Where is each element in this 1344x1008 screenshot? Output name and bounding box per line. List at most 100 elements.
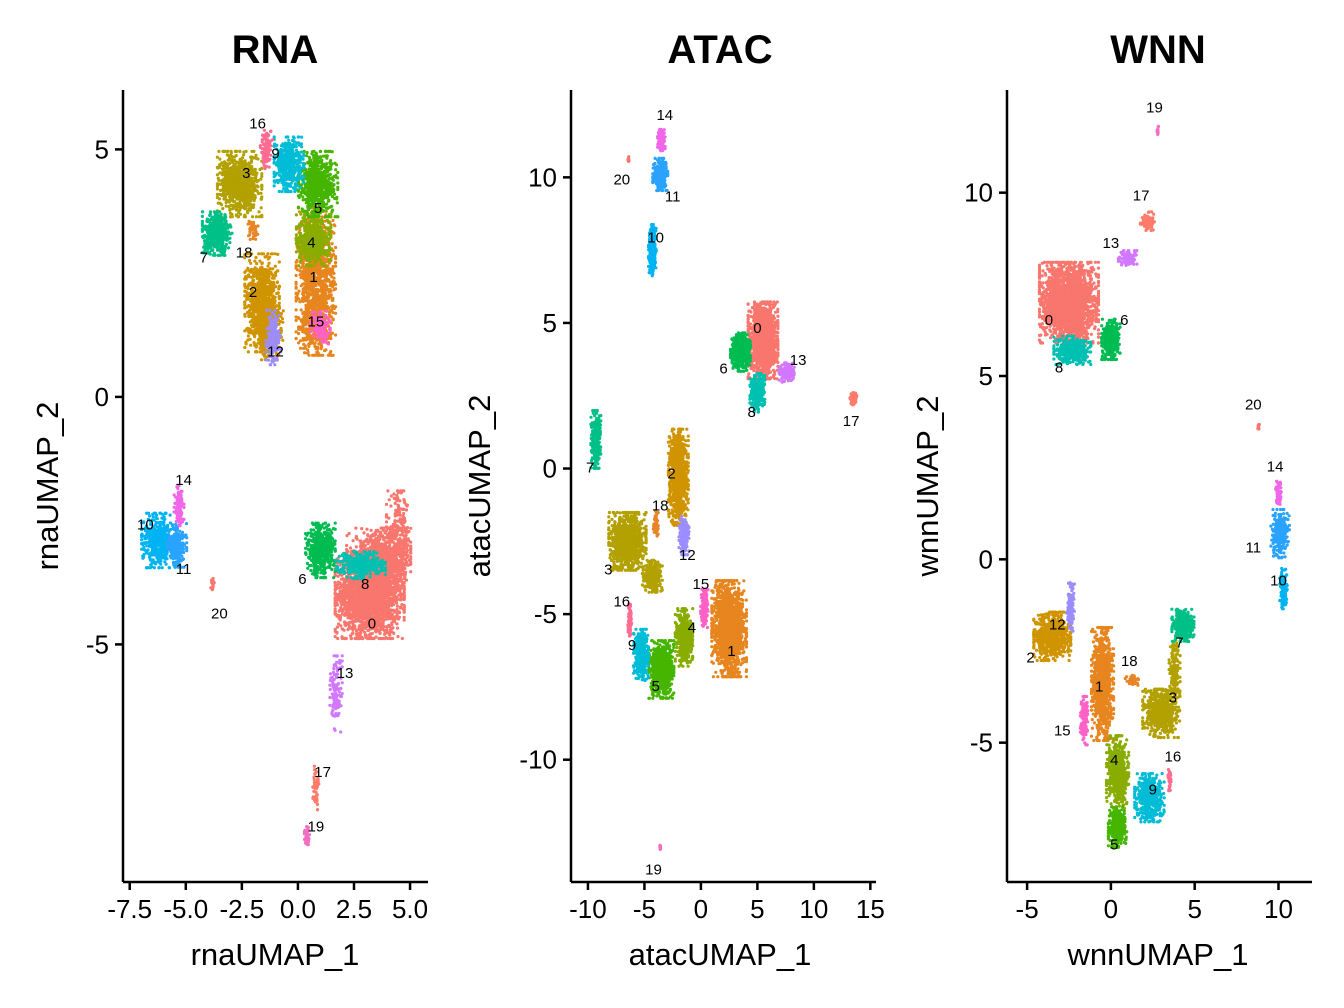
y-axis-title-rna: rnaUMAP_2 — [30, 402, 65, 571]
cluster-label-3: 3 — [604, 561, 612, 578]
x-tick-label: -5.0 — [163, 894, 208, 924]
cluster-label-4: 4 — [1110, 752, 1118, 769]
cluster-13-points — [777, 361, 796, 384]
cluster-9-points — [272, 135, 306, 194]
cluster-label-12: 12 — [679, 547, 696, 564]
x-axis-title-wnn: wnnUMAP_1 — [1067, 937, 1249, 972]
cluster-label-7: 7 — [200, 249, 208, 266]
cluster-label-2: 2 — [1026, 649, 1034, 666]
cluster-label-18: 18 — [1121, 653, 1138, 670]
cluster-label-19: 19 — [308, 818, 325, 835]
x-tick-label: 5 — [1187, 894, 1201, 924]
cluster-label-20: 20 — [211, 606, 228, 623]
cluster-label-5: 5 — [314, 200, 322, 217]
cluster-4-points — [294, 209, 333, 268]
cluster-label-19: 19 — [1146, 99, 1163, 116]
cluster-6-points — [304, 521, 337, 580]
cluster-3-points — [215, 149, 264, 219]
cluster-1-points — [710, 579, 749, 679]
cluster-label-0: 0 — [1045, 312, 1053, 329]
cluster-13-points — [328, 654, 344, 734]
cluster-5-points — [296, 149, 340, 219]
y-tick-label: 10 — [528, 162, 557, 192]
y-tick-label: -10 — [519, 745, 557, 775]
points-rna — [140, 128, 413, 847]
cluster-11-points — [1269, 507, 1291, 560]
y-tick-label: 0 — [543, 454, 557, 484]
cluster-label-12: 12 — [267, 343, 284, 360]
cluster-label-17: 17 — [843, 413, 860, 430]
cluster-15-points — [308, 309, 332, 346]
x-tick-label: 10 — [1264, 894, 1293, 924]
cluster-5-points — [647, 639, 676, 700]
panel-title-atac: ATAC — [667, 28, 772, 72]
cluster-14-points — [1274, 479, 1283, 506]
points-wnn — [1032, 124, 1291, 849]
cluster-label-4: 4 — [688, 620, 696, 637]
cluster-16-points — [258, 128, 275, 171]
cluster-18-points — [246, 219, 260, 241]
y-tick-label: -5 — [86, 629, 109, 659]
cluster-2-points — [1032, 610, 1073, 663]
cluster-label-3: 3 — [1169, 690, 1177, 707]
x-tick-label: -5 — [633, 894, 656, 924]
y-tick-label: 0 — [979, 544, 993, 574]
cluster-19-points — [658, 843, 663, 852]
x-tick-label: -2.5 — [219, 894, 264, 924]
cluster-label-8: 8 — [1055, 360, 1063, 377]
panel-atac: ATAC atacUMAP_1 atacUMAP_2 0123456789101… — [462, 28, 885, 972]
cluster-20-points — [209, 576, 216, 592]
y-axis-title-atac: atacUMAP_2 — [462, 395, 497, 578]
cluster-label-6: 6 — [298, 571, 306, 588]
panel-wnn: WNN wnnUMAP_1 wnnUMAP_2 0123456789101112… — [910, 28, 1312, 972]
cluster-19-points — [302, 825, 311, 847]
cluster-label-2: 2 — [249, 284, 257, 301]
cluster-label-1: 1 — [727, 643, 735, 660]
cluster-10-points — [647, 222, 658, 278]
cluster-label-15: 15 — [693, 576, 710, 593]
cluster-6-points — [728, 331, 753, 373]
y-tick-label: 5 — [95, 134, 109, 164]
cluster-12-points — [264, 308, 283, 367]
cluster-label-20: 20 — [1245, 396, 1262, 413]
cluster-15-points — [699, 587, 710, 630]
cluster-label-17: 17 — [1133, 187, 1150, 204]
cluster-8-points — [748, 372, 767, 414]
cluster-4-points — [1104, 734, 1131, 810]
cluster-label-16: 16 — [249, 116, 266, 133]
cluster-label-8: 8 — [748, 404, 756, 421]
panel-rna: RNA rnaUMAP_1 rnaUMAP_2 0123456789101112… — [30, 28, 428, 972]
cluster-label-0: 0 — [368, 616, 376, 633]
x-tick-label: 0.0 — [280, 894, 316, 924]
cluster-label-10: 10 — [137, 517, 154, 534]
cluster-7-points — [1170, 607, 1196, 644]
cluster-3-points — [1141, 635, 1182, 740]
y-axis-title-wnn: wnnUMAP_2 — [910, 396, 945, 578]
cluster-label-13: 13 — [1103, 235, 1120, 252]
cluster-10-points — [140, 511, 178, 570]
cluster-label-11: 11 — [176, 561, 192, 578]
x-tick-label: 0 — [1104, 894, 1118, 924]
cluster-label-6: 6 — [1120, 312, 1128, 329]
cluster-label-1: 1 — [309, 269, 317, 286]
panel-title-wnn: WNN — [1110, 28, 1206, 72]
y-tick-label: -5 — [534, 599, 557, 629]
panel-title-rna: RNA — [232, 28, 319, 72]
cluster-4-points — [673, 607, 695, 668]
cluster-label-10: 10 — [647, 229, 664, 246]
y-tick-label: 10 — [964, 178, 993, 208]
cluster-15-points — [1078, 694, 1090, 747]
cluster-17-points — [311, 764, 321, 812]
cluster-label-9: 9 — [271, 145, 279, 162]
cluster-20-points — [1256, 422, 1261, 431]
x-tick-label: 0 — [694, 894, 708, 924]
x-tick-label: -5 — [1016, 894, 1039, 924]
cluster-11-points — [651, 156, 670, 193]
x-axis-title-rna: rnaUMAP_1 — [191, 937, 360, 972]
cluster-label-3: 3 — [242, 165, 250, 182]
cluster-9-points — [1133, 771, 1166, 824]
cluster-label-17: 17 — [314, 764, 331, 781]
